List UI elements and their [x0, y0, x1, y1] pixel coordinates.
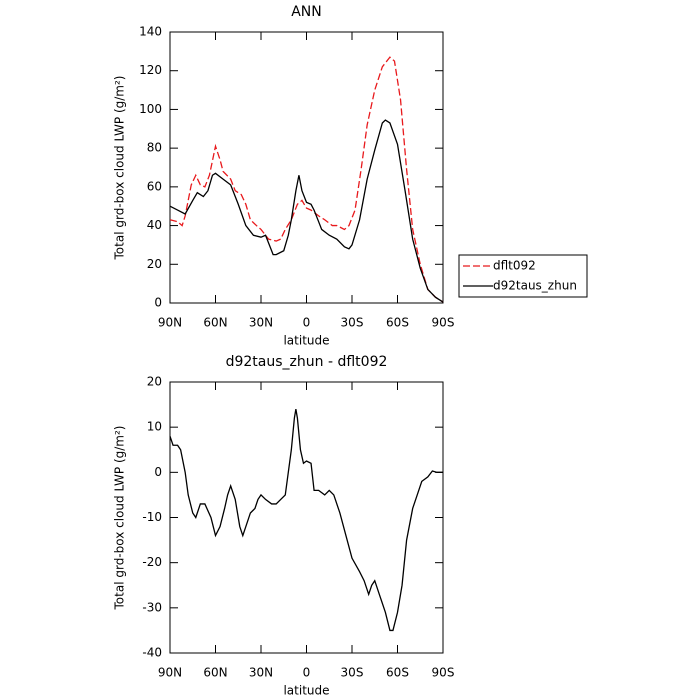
x-tick-label: 0	[303, 666, 311, 680]
y-axis-label: Total grd-box cloud LWP (g/m²)	[113, 76, 127, 261]
y-tick-label: -10	[142, 510, 162, 524]
x-tick-label: 60N	[203, 316, 227, 330]
x-tick-label: 60S	[386, 666, 409, 680]
x-tick-label: 30S	[341, 666, 364, 680]
x-tick-label: 30N	[249, 666, 273, 680]
x-axis-label: latitude	[283, 334, 329, 348]
y-tick-label: -30	[142, 600, 162, 614]
chart-title: d92taus_zhun - dflt092	[226, 354, 388, 370]
data-line	[169, 56, 444, 303]
y-tick-label: 20	[147, 257, 162, 271]
x-tick-label: 60S	[386, 316, 409, 330]
y-axis-label: Total grd-box cloud LWP (g/m²)	[113, 426, 127, 611]
y-tick-label: -40	[142, 646, 162, 660]
x-tick-label: 90S	[432, 666, 455, 680]
data-line	[169, 408, 443, 632]
y-tick-label: 0	[154, 465, 162, 479]
y-tick-label: 100	[139, 102, 162, 116]
x-tick-label: 30S	[341, 316, 364, 330]
y-tick-label: -20	[142, 555, 162, 569]
legend-label: dflt092	[493, 259, 536, 273]
y-tick-label: 140	[139, 25, 162, 39]
x-tick-label: 90S	[432, 316, 455, 330]
y-tick-label: 80	[147, 141, 162, 155]
legend-box	[458, 254, 588, 298]
x-tick-label: 30N	[249, 316, 273, 330]
y-tick-label: 60	[147, 179, 162, 193]
x-axis-label: latitude	[283, 684, 329, 698]
x-tick-label: 90N	[158, 666, 182, 680]
chart-title: ANN	[291, 4, 322, 20]
y-tick-label: 10	[147, 420, 162, 434]
x-tick-label: 0	[303, 316, 311, 330]
y-tick-label: 0	[154, 296, 162, 310]
x-tick-label: 60N	[203, 666, 227, 680]
data-line	[169, 119, 444, 303]
x-tick-label: 90N	[158, 316, 182, 330]
legend-label: d92taus_zhun	[493, 279, 577, 293]
y-tick-label: 20	[147, 375, 162, 389]
y-tick-label: 40	[147, 218, 162, 232]
y-tick-label: 120	[139, 63, 162, 77]
